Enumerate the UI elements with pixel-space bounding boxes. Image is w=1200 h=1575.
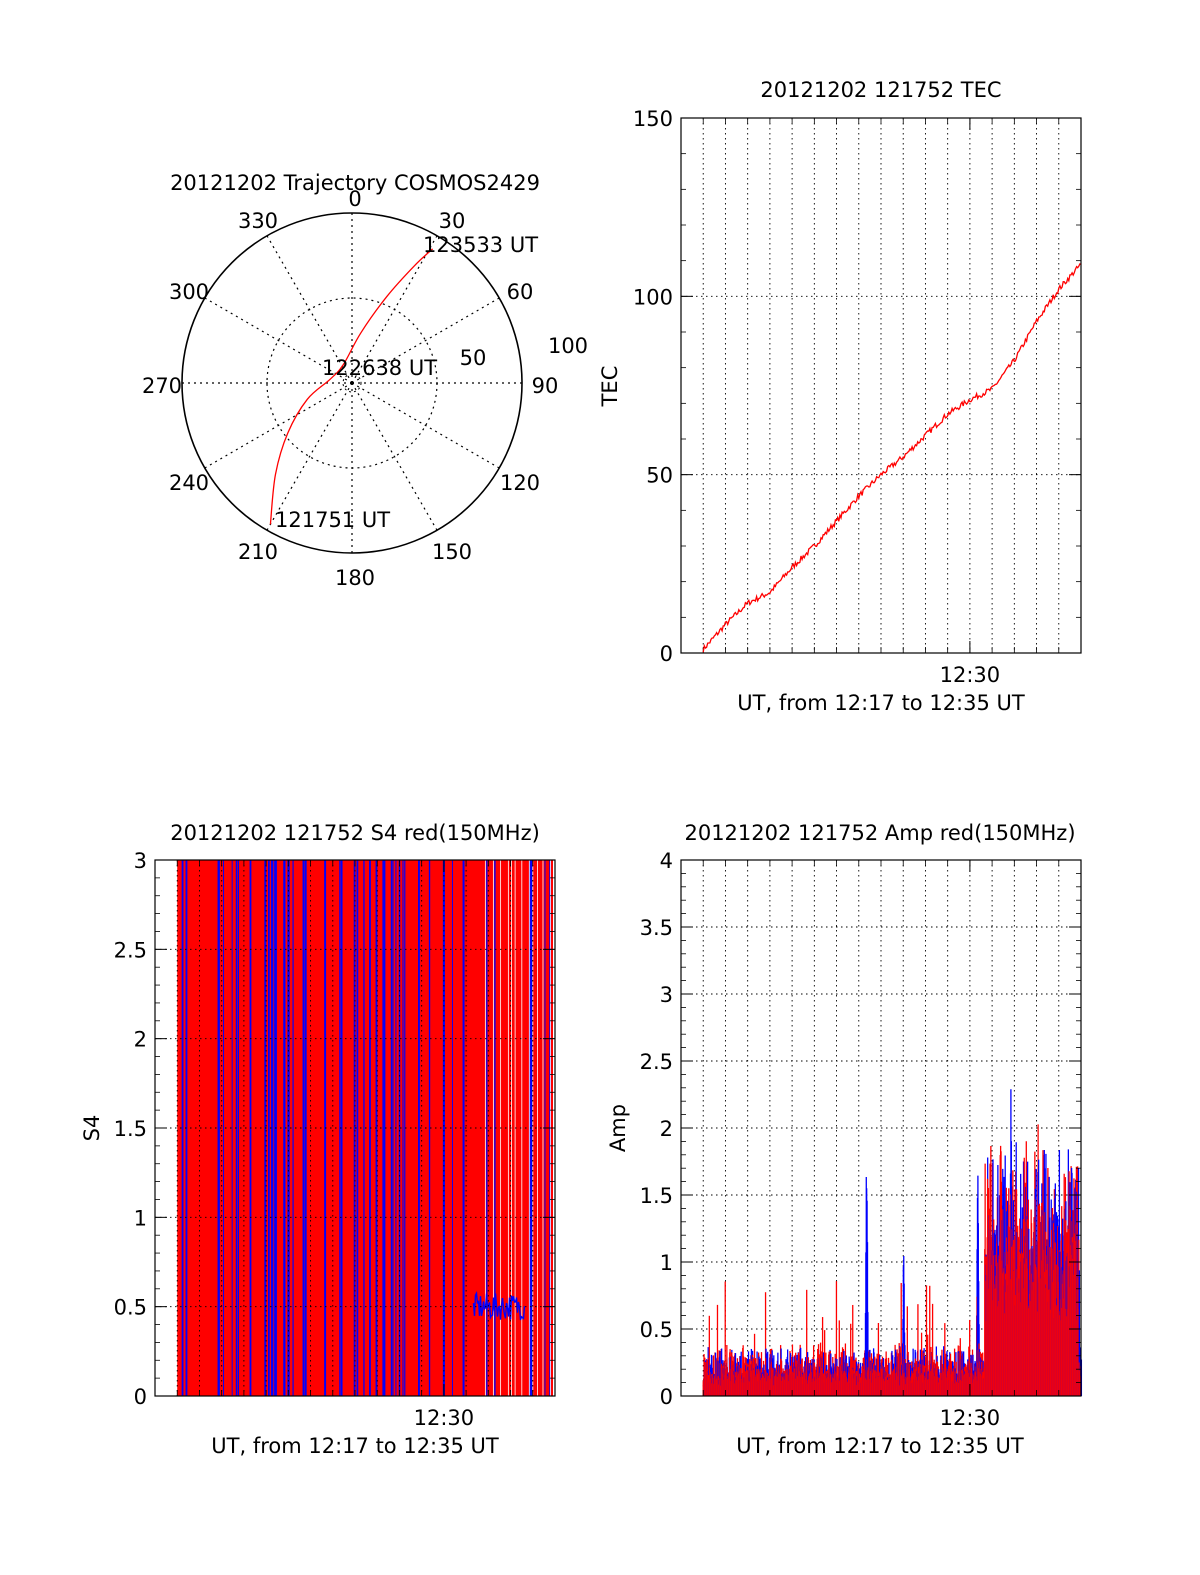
y-tick-label: 100	[633, 285, 673, 309]
y-tick-label: 2	[134, 1028, 147, 1052]
s4-panel: 20121202 121752 S4 red(150MHz) 0 0.5 1 1.5 2…	[80, 821, 556, 1458]
y-tick-label: 0	[134, 1385, 147, 1409]
tec-title: 20121202 121752 TEC	[760, 78, 1001, 102]
polar-angle-label: 30	[439, 209, 466, 233]
x-tick-label: 12:30	[940, 1406, 1001, 1430]
polar-spoke	[351, 382, 500, 469]
polar-angle-label: 330	[238, 209, 278, 233]
polar-trajectory	[269, 248, 434, 525]
s4-ylabel: S4	[80, 1115, 104, 1142]
polar-radial-labels: 50 100	[460, 334, 588, 370]
y-tick-label: 0.5	[640, 1318, 673, 1342]
polar-angle-label: 0	[348, 187, 361, 211]
polar-grid	[181, 212, 523, 554]
y-tick-label: 0.5	[114, 1296, 147, 1320]
y-tick-label: 1	[134, 1206, 147, 1230]
tec-grid	[681, 118, 1081, 653]
polar-angle-label: 270	[142, 374, 182, 398]
polar-spoke	[204, 382, 353, 469]
y-tick-label: 4	[660, 849, 673, 873]
y-tick-label: 1.5	[114, 1117, 147, 1141]
polar-angle-label: 240	[169, 471, 209, 495]
s4-grid	[155, 860, 555, 1396]
y-tick-label: 2.5	[114, 938, 147, 962]
tec-series	[702, 263, 1082, 653]
polar-spoke	[351, 382, 438, 531]
polar-radial-label: 50	[460, 346, 487, 370]
annotation-start: 121751 UT	[275, 508, 390, 532]
y-tick-label: 50	[646, 464, 673, 488]
y-tick-label: 3.5	[640, 916, 673, 940]
amp-title: 20121202 121752 Amp red(150MHz)	[684, 821, 1075, 845]
y-tick-label: 1.5	[640, 1184, 673, 1208]
y-tick-label: 2	[660, 1117, 673, 1141]
x-tick-label: 12:30	[414, 1406, 475, 1430]
polar-spoke	[266, 382, 353, 531]
polar-spoke	[351, 297, 500, 384]
y-tick-label: 3	[660, 983, 673, 1007]
polar-title: 20121202 Trajectory COSMOS2429	[170, 171, 540, 195]
tec-panel: 20121202 121752 TEC 0 50 100 150 12:30 UT, f…	[598, 78, 1082, 715]
tec-xlabel: UT, from 12:17 to 12:35 UT	[737, 691, 1025, 715]
y-tick-label: 0	[660, 642, 673, 666]
s4-blue-segment	[472, 1290, 526, 1321]
polar-angle-labels: 0 30 60 90 120 150 180 210 240 270 300 330	[142, 187, 558, 590]
annotation-mid: 122638 UT	[322, 356, 437, 380]
y-tick-label: 1	[660, 1251, 673, 1275]
y-tick-label: 2.5	[640, 1050, 673, 1074]
polar-spoke	[351, 235, 438, 384]
polar-angle-label: 180	[335, 566, 375, 590]
polar-spoke	[266, 235, 353, 384]
polar-spoke	[204, 297, 353, 384]
polar-radial-label: 100	[548, 334, 588, 358]
amp-xlabel: UT, from 12:17 to 12:35 UT	[736, 1434, 1024, 1458]
amp-panel: 20121202 121752 Amp red(150MHz) 0 0.5 1 1.5…	[606, 821, 1083, 1458]
amp-series	[702, 1089, 1083, 1396]
trajectory-line	[269, 248, 434, 525]
s4-xlabel: UT, from 12:17 to 12:35 UT	[211, 1434, 499, 1458]
tec-line	[702, 263, 1082, 653]
polar-angle-label: 210	[238, 540, 278, 564]
y-tick-label: 0	[660, 1385, 673, 1409]
y-tick-label: 3	[134, 849, 147, 873]
polar-angle-label: 60	[507, 280, 534, 304]
polar-angle-label: 120	[500, 471, 540, 495]
tec-ylabel: TEC	[598, 366, 622, 408]
amp-ticks: 0 0.5 1 1.5 2 2.5 3 3.5 4 12:30	[640, 849, 1082, 1430]
polar-angle-label: 150	[432, 540, 472, 564]
y-tick-label: 150	[633, 107, 673, 131]
amp-grid	[681, 860, 1081, 1396]
s4-title: 20121202 121752 S4 red(150MHz)	[170, 821, 540, 845]
tec-ticks: 0 50 100 150 12:30	[633, 107, 1082, 687]
annotation-end: 123533 UT	[423, 233, 538, 257]
amp-ylabel: Amp	[606, 1104, 630, 1152]
s4-plot-frame	[154, 859, 556, 1397]
polar-angle-label: 300	[169, 280, 209, 304]
amp-plot-frame	[680, 859, 1082, 1397]
x-tick-label: 12:30	[940, 663, 1001, 687]
polar-trajectory-panel: 20121202 Trajectory COSMOS2429 0 30 60 90 12…	[142, 171, 588, 590]
polar-center-circle	[342, 373, 362, 393]
polar-angle-label: 90	[532, 374, 559, 398]
tec-plot-frame	[680, 117, 1082, 654]
